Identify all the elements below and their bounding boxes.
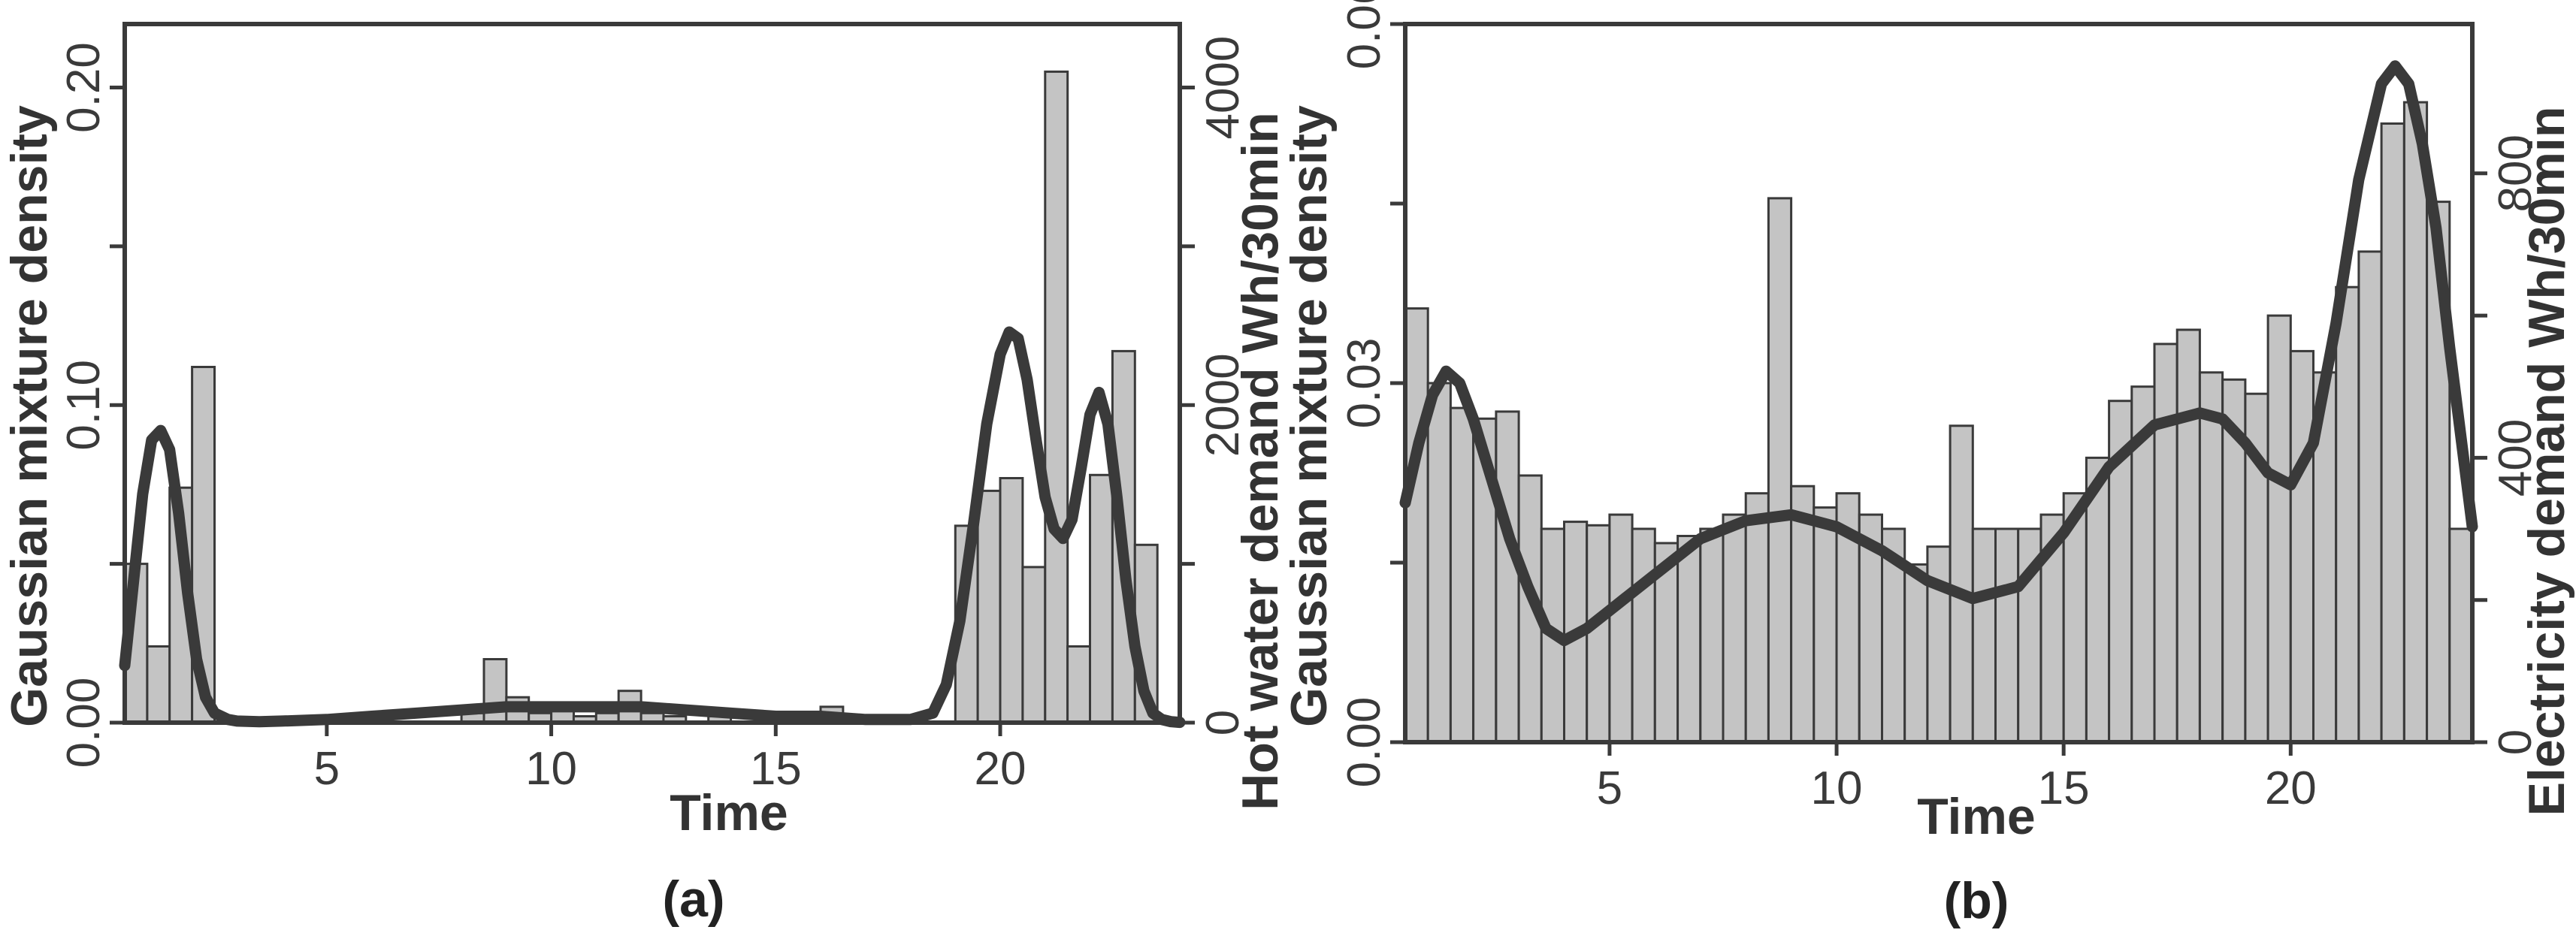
x-tick-label: 15 (2038, 762, 2090, 814)
y-axis-label-a: Gaussian mixture density (1, 105, 58, 727)
bar-series-a (123, 70, 1159, 724)
bar (2175, 328, 2201, 744)
y2-axis-label-b: Electricity demand Wh/30min (2518, 107, 2575, 817)
caption-a: (a) (662, 871, 724, 928)
bar (2380, 122, 2405, 744)
bar (1066, 645, 1091, 724)
y2-tick-label: 4000 (1197, 36, 1249, 140)
x-axis-label-a: Time (670, 784, 788, 841)
y2-tick-label: 0 (2490, 729, 2541, 755)
bar (2448, 527, 2474, 744)
bar-series-b (1404, 101, 2474, 744)
bar (1722, 513, 1747, 744)
bar (1044, 70, 1069, 724)
bar (1971, 527, 1997, 744)
y-tick-label: 0.06 (1338, 0, 1390, 69)
bar (976, 489, 1002, 724)
bar (1813, 506, 1838, 744)
x-axis-ticks-a: 5 10 15 20 (314, 723, 1026, 795)
bar (1089, 473, 1114, 724)
y2-axis-ticks-b: 0 400 800 (2472, 134, 2541, 755)
bar (1994, 527, 2020, 744)
bar (1586, 524, 1611, 744)
bar (1426, 382, 1452, 744)
y2-axis-ticks-a: 0 2000 4000 (1180, 36, 1249, 735)
x-axis-ticks-b: 5 10 15 20 (1597, 742, 2317, 814)
y-tick-label: 0.20 (58, 42, 110, 133)
x-tick-label: 20 (2265, 762, 2317, 814)
bar (1744, 492, 1770, 744)
bar (999, 477, 1024, 724)
x-tick-label: 5 (314, 743, 340, 795)
bar (1677, 535, 1702, 744)
bar (1903, 563, 1929, 744)
y-axis-ticks-b: 0.00 0.03 0.06 (1338, 0, 1405, 787)
bar (1949, 424, 1974, 744)
bar (1021, 566, 1047, 724)
bar (1608, 513, 1634, 744)
x-tick-label: 10 (525, 743, 577, 795)
bar (2198, 371, 2224, 744)
bar (2335, 285, 2360, 744)
bar (1404, 307, 1429, 744)
y-tick-label: 0.03 (1338, 338, 1390, 429)
bar (1495, 410, 1520, 744)
chart-panel-a: 5 10 15 20 0.00 0.10 0.20 0 2000 4000 Time Gaus… (1, 22, 1289, 928)
y2-axis-label-a: Hot water demand Wh/30min (1232, 112, 1289, 810)
y2-tick-label: 2000 (1197, 353, 1249, 457)
y-tick-label: 0.10 (58, 360, 110, 451)
density-curve-b (1399, 60, 2478, 647)
chart-panel-b: 5 10 15 20 0.00 0.03 0.06 0 400 800 Time Gaussi… (1280, 0, 2575, 929)
plot-frame-a (122, 22, 1182, 725)
y-tick-label: 0.00 (58, 678, 110, 768)
x-axis-label-b: Time (1917, 788, 2035, 845)
caption-b: (b) (1944, 872, 2009, 929)
y2-tick-label: 0 (1197, 710, 1249, 735)
bar (2357, 250, 2383, 744)
bar (2402, 101, 2429, 744)
bar (1449, 406, 1475, 744)
bar (2289, 349, 2315, 744)
y2-tick-label: 800 (2490, 134, 2541, 212)
bar (2266, 314, 2292, 744)
y-axis-ticks-a: 0.00 0.10 0.20 (58, 42, 125, 768)
x-tick-label: 10 (1811, 762, 1863, 814)
bar (146, 645, 171, 724)
y2-tick-label: 400 (2490, 419, 2541, 497)
density-curve-a (119, 326, 1186, 729)
bar (1631, 527, 1656, 744)
x-tick-label: 5 (1597, 762, 1622, 814)
bar (1767, 197, 1793, 744)
x-tick-label: 15 (750, 743, 802, 795)
x-tick-label: 20 (975, 743, 1026, 795)
y-tick-label: 0.00 (1338, 697, 1390, 788)
y-axis-label-b: Gaussian mixture density (1280, 105, 1338, 727)
bar (2153, 343, 2178, 744)
bar (1699, 527, 1725, 744)
bar (2085, 456, 2111, 744)
